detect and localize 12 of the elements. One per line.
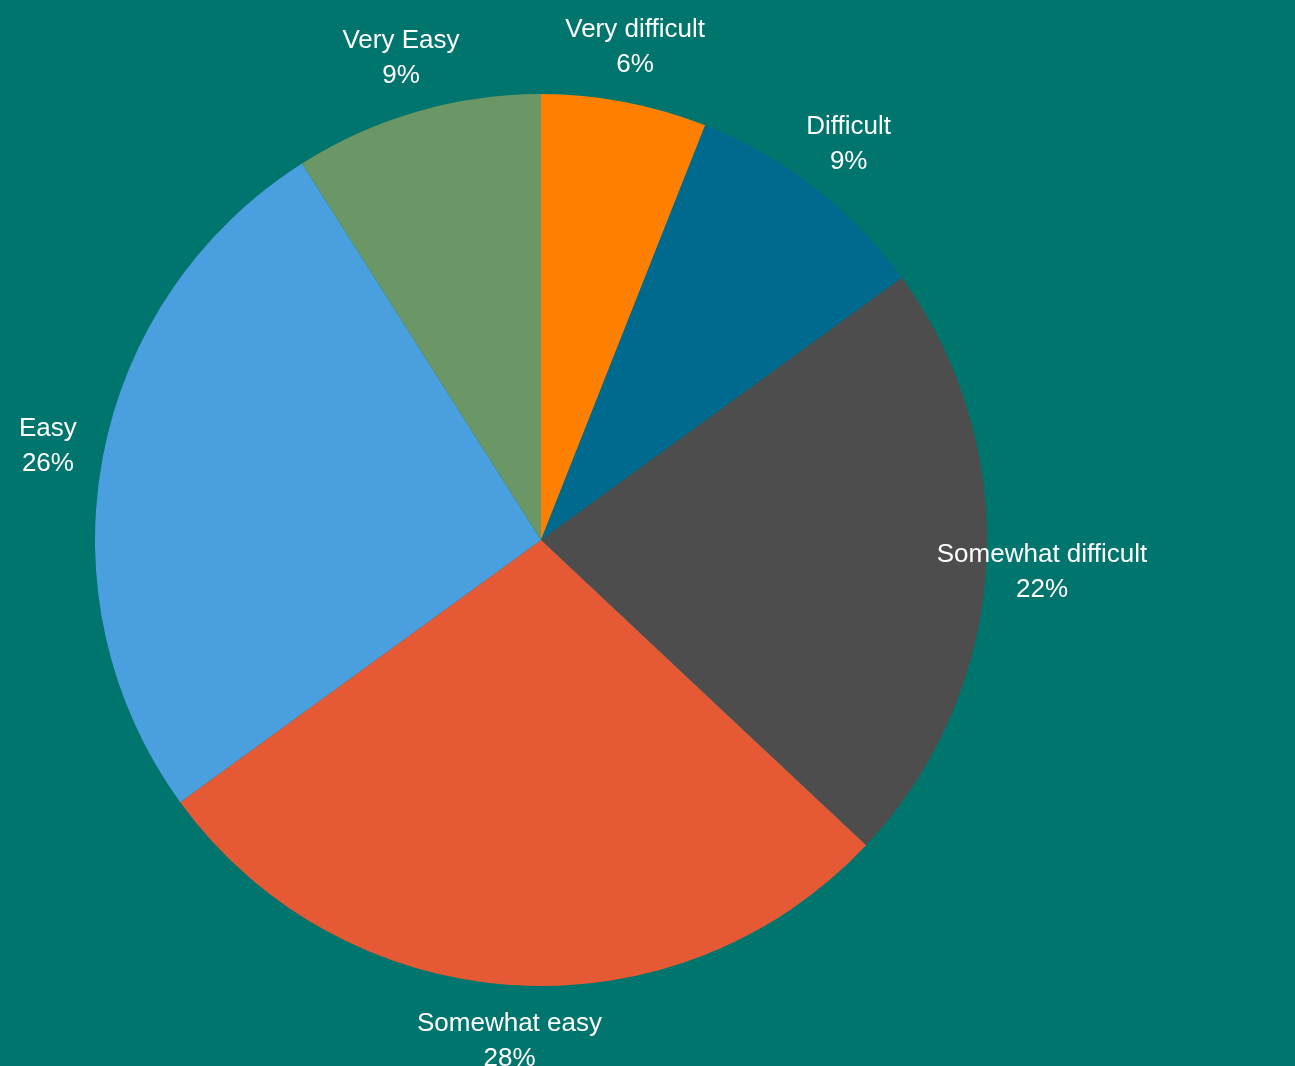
data-label: 9%	[382, 59, 420, 90]
slice-label: Very Easy	[342, 24, 460, 55]
data-label: 6%	[616, 48, 654, 79]
slice-label: Somewhat difficult	[936, 537, 1149, 568]
data-label: 9%	[829, 144, 868, 175]
data-label: 26%	[21, 447, 74, 478]
slice-label: Easy	[18, 412, 77, 443]
data-label: 22%	[1015, 572, 1069, 603]
data-label: 28%	[483, 1042, 536, 1066]
slice-label: Difficult	[806, 109, 892, 140]
slice-label: Very difficult	[565, 13, 706, 44]
slice-label: Somewhat easy	[416, 1007, 602, 1038]
